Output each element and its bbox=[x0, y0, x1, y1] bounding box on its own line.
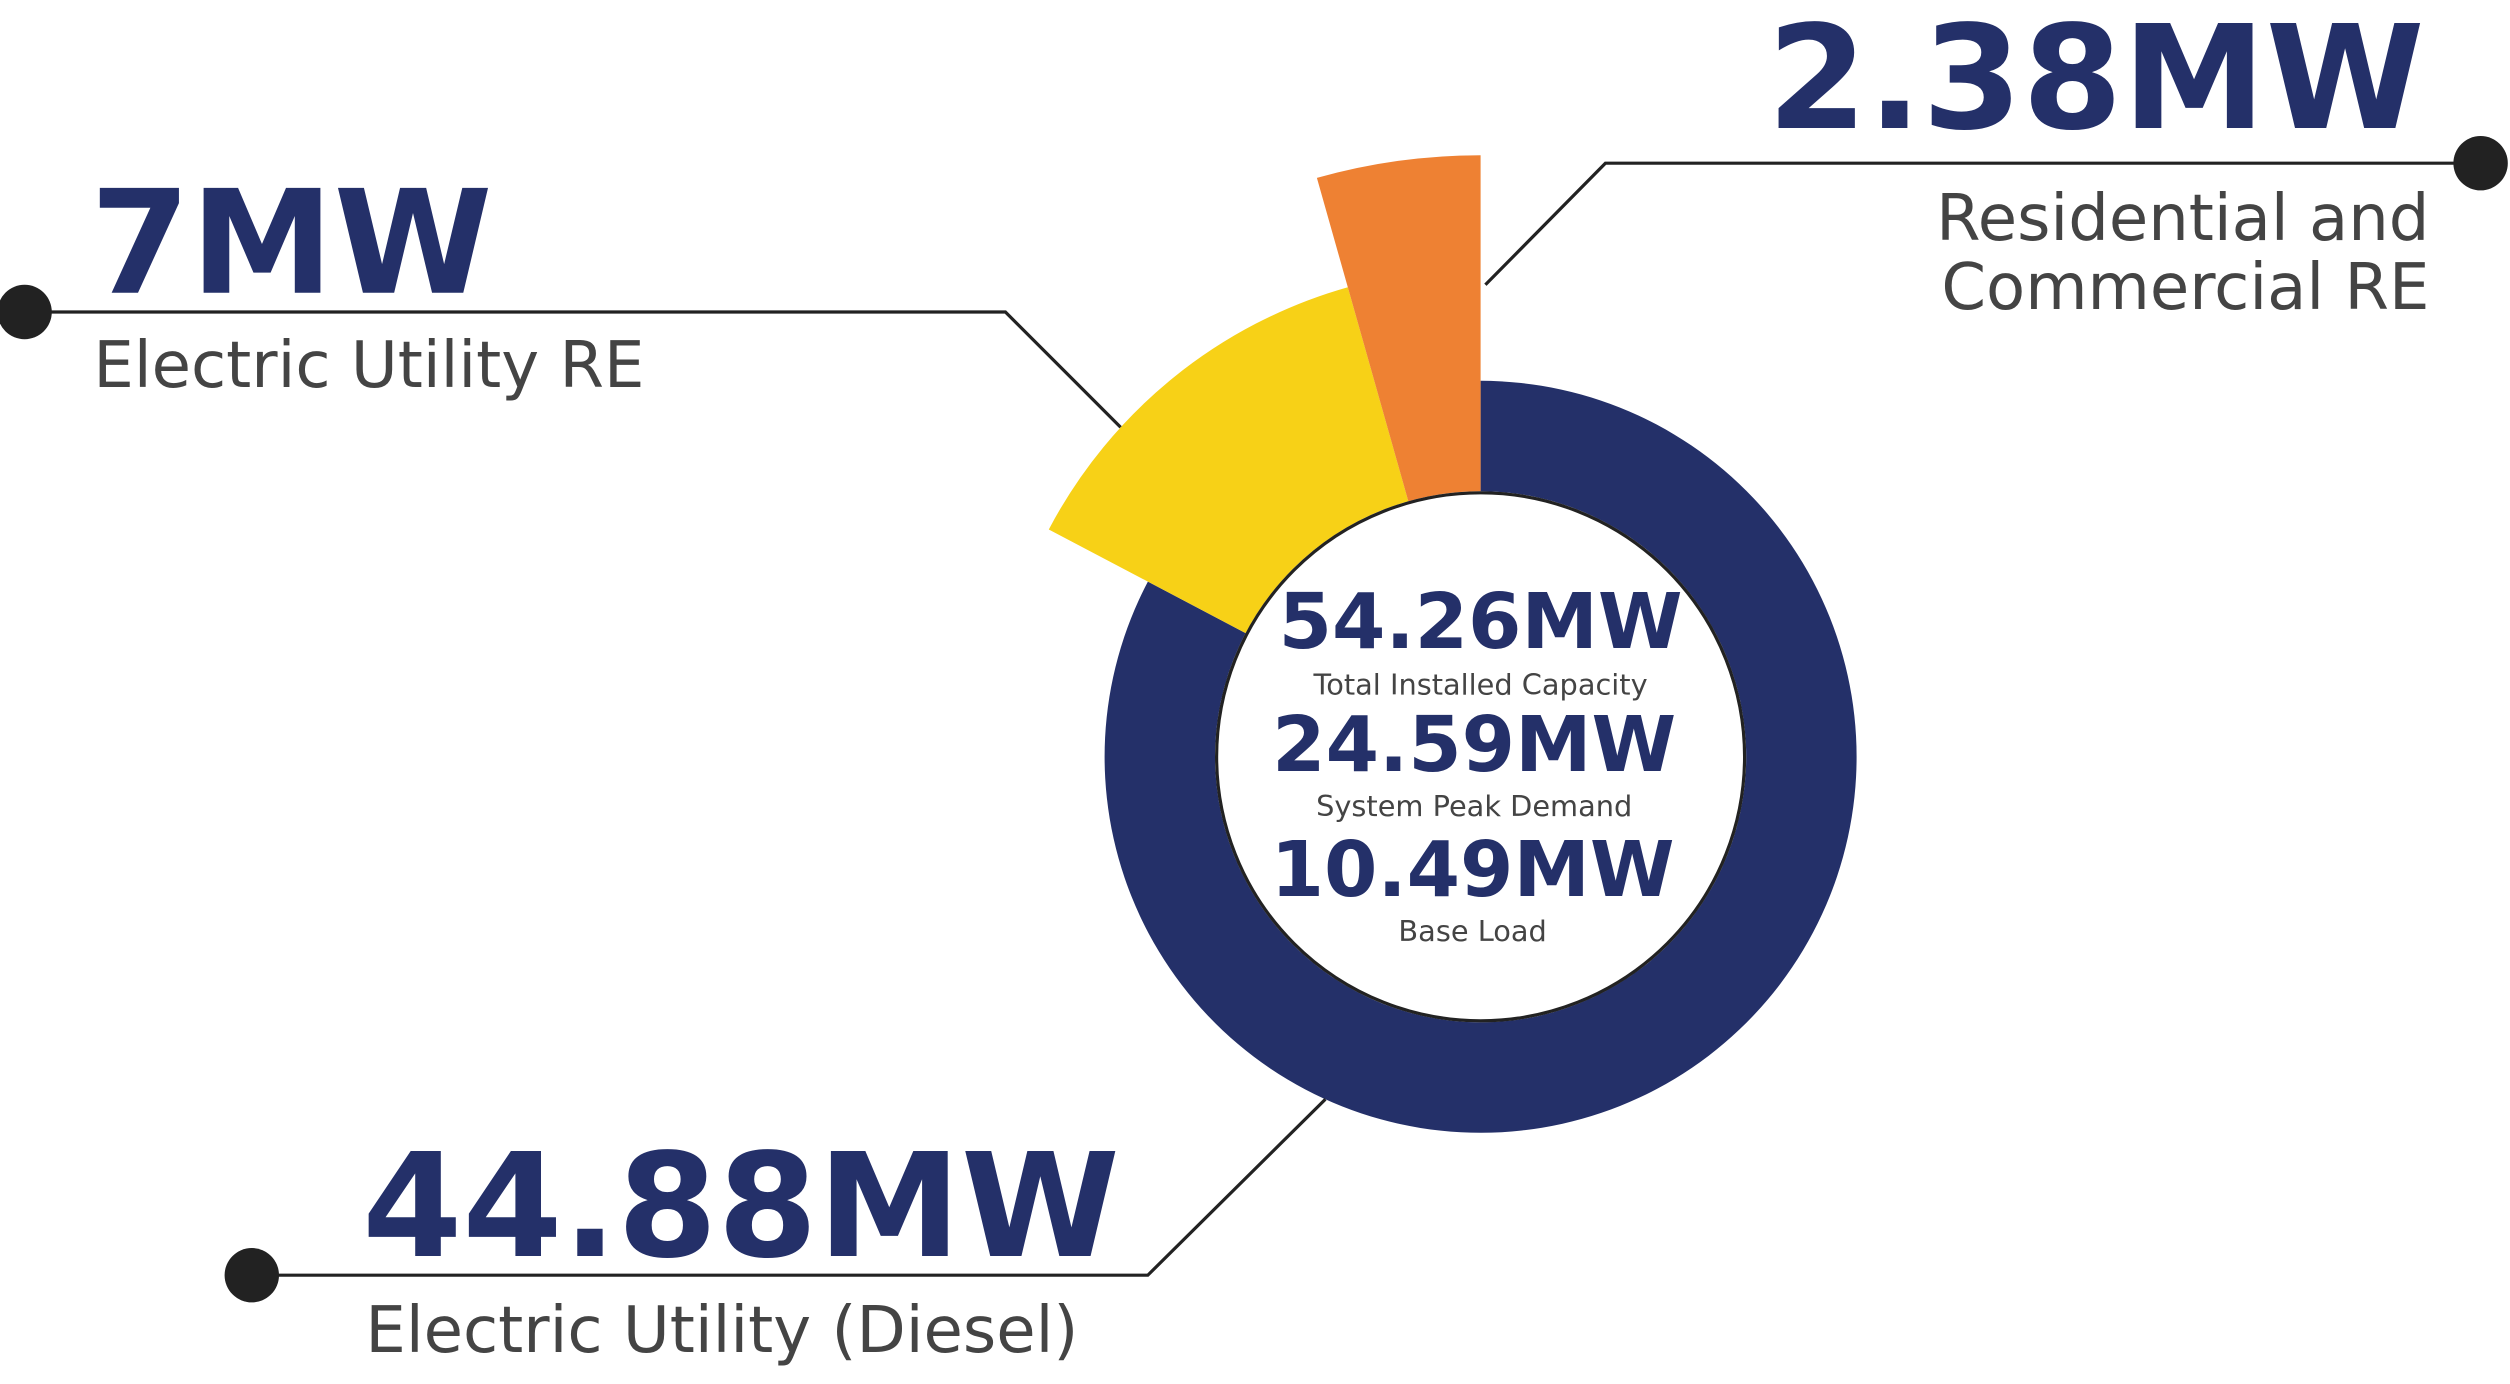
category-label: Electric Utility RE bbox=[93, 329, 644, 403]
leader-dot bbox=[2453, 136, 2508, 191]
center-value: 54.26MW bbox=[1279, 578, 1683, 667]
value-label: 7MW bbox=[90, 159, 492, 327]
center-value: 10.49MW bbox=[1271, 826, 1675, 915]
leader-line bbox=[24, 310, 1122, 429]
pie-segment bbox=[1104, 380, 1857, 1133]
center-caption: System Peak Demand bbox=[1316, 789, 1632, 823]
center-caption: Total Installed Capacity bbox=[1313, 667, 1648, 701]
leader-dot bbox=[0, 284, 52, 340]
category-label: Electric Utility (Diesel) bbox=[365, 1294, 1078, 1368]
center-value: 24.59MW bbox=[1272, 701, 1676, 790]
leader-line bbox=[251, 1098, 1327, 1277]
center-disc bbox=[1215, 491, 1747, 1023]
center-caption: Base Load bbox=[1398, 914, 1546, 948]
wedges bbox=[1048, 155, 1857, 1133]
pie-segment bbox=[1048, 287, 1409, 634]
leader-dot bbox=[224, 1248, 279, 1303]
leader-line bbox=[1484, 161, 2481, 286]
value-label: 44.88MW bbox=[362, 1122, 1120, 1290]
value-label: 2.38MW bbox=[1767, 0, 2424, 162]
pie-segment bbox=[1316, 155, 1481, 502]
category-label: Residential and Commercial RE bbox=[1936, 182, 2429, 325]
